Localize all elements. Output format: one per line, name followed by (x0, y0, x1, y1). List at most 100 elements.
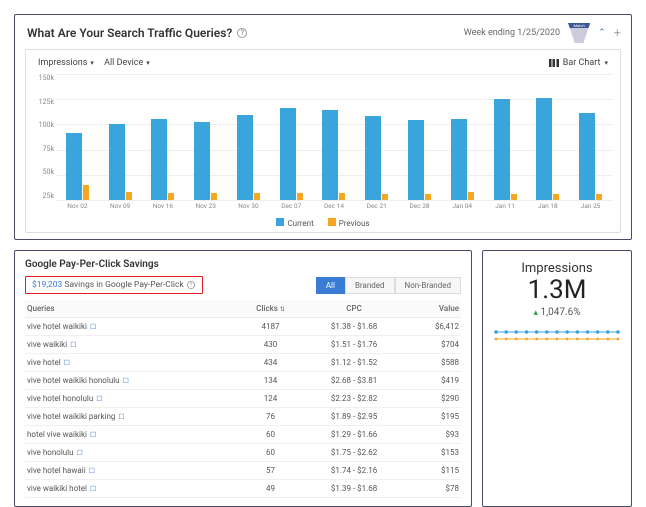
cpc-cell: $2.68 - $3.81 (303, 372, 404, 390)
help-icon[interactable]: ? (187, 281, 195, 289)
bar-current[interactable] (536, 98, 552, 200)
impressions-delta: ▴ 1,047.6% (491, 307, 623, 318)
table-row: vive waikiki hotel☐49$1.39 - $1.68$78 (25, 480, 461, 498)
cpc-cell: $1.74 - $2.16 (303, 462, 404, 480)
table-row: vive hotel☐434$1.12 - $1.52$588 (25, 354, 461, 372)
external-link-icon[interactable]: ☐ (90, 323, 96, 331)
value-cell: $78 (405, 480, 461, 498)
col-value[interactable]: Value (405, 300, 461, 318)
clicks-cell: 57 (238, 462, 304, 480)
bar-group (355, 116, 398, 200)
external-link-icon[interactable]: ☐ (90, 485, 96, 493)
col-cpc[interactable]: CPC (303, 300, 404, 318)
bar-previous[interactable] (468, 192, 474, 200)
bar-previous[interactable] (126, 192, 132, 200)
bars-area (56, 74, 612, 200)
value-cell: $6,412 (405, 318, 461, 336)
bar-previous[interactable] (511, 194, 517, 200)
bar-previous[interactable] (382, 194, 388, 200)
collapse-icon[interactable]: ⌃ (598, 28, 606, 38)
chart-controls: Impressions▾ All Device▾ Bar Chart ▾ (34, 56, 612, 70)
table-row: vive honolulu☐60$1.75 - $2.62$153 (25, 444, 461, 462)
help-icon[interactable]: ? (237, 28, 247, 38)
metric-dropdown[interactable]: Impressions▾ (34, 56, 98, 70)
clicks-cell: 434 (238, 354, 304, 372)
bar-previous[interactable] (254, 193, 260, 200)
bar-current[interactable] (109, 124, 125, 200)
table-row: vive hotel waikiki parking☐76$1.89 - $2.… (25, 408, 461, 426)
chevron-down-icon: ▾ (604, 59, 608, 67)
bar-group (227, 115, 270, 200)
seg-branded[interactable]: Branded (345, 277, 395, 294)
external-link-icon[interactable]: ☐ (118, 413, 124, 421)
col-queries[interactable]: Queries (25, 300, 238, 318)
bar-current[interactable] (408, 120, 424, 200)
add-icon[interactable]: + (614, 26, 621, 41)
bar-chart-icon (549, 59, 559, 67)
bar-previous[interactable] (168, 193, 174, 200)
seg-nonbranded[interactable]: Non-Branded (395, 277, 461, 294)
bar-previous[interactable] (339, 193, 345, 200)
impressions-card: Impressions 1.3M ▴ 1,047.6% (482, 250, 632, 507)
value-cell: $588 (405, 354, 461, 372)
query-cell: vive waikiki☐ (25, 336, 238, 354)
bar-group (398, 120, 441, 200)
query-cell: vive hotel waikiki honolulu☐ (25, 372, 238, 390)
chart-inner: Impressions▾ All Device▾ Bar Chart ▾ 150… (25, 49, 621, 233)
impressions-sparkline (491, 326, 623, 344)
bar-group (99, 124, 142, 200)
value-cell: $419 (405, 372, 461, 390)
bar-current[interactable] (451, 119, 467, 200)
external-link-icon[interactable]: ☐ (64, 359, 70, 367)
clicks-cell: 76 (238, 408, 304, 426)
external-link-icon[interactable]: ☐ (123, 377, 129, 385)
ppc-savings-card: Google Pay-Per-Click Savings $19,203 Sav… (14, 250, 472, 507)
chart-legend: Current Previous (34, 218, 612, 228)
bar-current[interactable] (579, 113, 595, 200)
value-cell: $290 (405, 390, 461, 408)
chart-type-dropdown[interactable]: Bar Chart ▾ (545, 56, 612, 70)
sort-desc-icon: ⇅ (280, 306, 285, 313)
bar-current[interactable] (66, 133, 82, 200)
external-link-icon[interactable]: ☐ (77, 449, 83, 457)
bar-current[interactable] (494, 99, 510, 200)
bar-previous[interactable] (596, 194, 602, 200)
bar-previous[interactable] (425, 194, 431, 200)
cpc-cell: $1.29 - $1.66 (303, 426, 404, 444)
savings-amount: $19,203 (32, 280, 62, 290)
bar-group (313, 110, 356, 200)
value-cell: $93 (405, 426, 461, 444)
clicks-cell: 124 (238, 390, 304, 408)
bar-previous[interactable] (83, 185, 89, 200)
query-cell: hotel vive waikiki☐ (25, 426, 238, 444)
bar-previous[interactable] (211, 193, 217, 200)
bar-current[interactable] (280, 108, 296, 200)
bar-current[interactable] (194, 122, 210, 200)
external-link-icon[interactable]: ☐ (89, 467, 95, 475)
query-cell: vive hotel hawaii☐ (25, 462, 238, 480)
external-link-icon[interactable]: ☐ (70, 341, 76, 349)
device-dropdown[interactable]: All Device▾ (100, 56, 154, 70)
query-cell: vive hotel☐ (25, 354, 238, 372)
table-row: vive hotel waikiki☐4187$1.38 - $1.68$6,4… (25, 318, 461, 336)
clicks-cell: 134 (238, 372, 304, 390)
bar-current[interactable] (151, 119, 167, 200)
funnel-icon[interactable]: Match (568, 23, 590, 43)
bar-previous[interactable] (297, 193, 303, 200)
bar-previous[interactable] (553, 194, 559, 200)
impressions-label: Impressions (491, 261, 623, 276)
bar-current[interactable] (237, 115, 253, 200)
external-link-icon[interactable]: ☐ (90, 431, 96, 439)
bar-group (270, 108, 313, 200)
col-clicks[interactable]: Clicks ⇅ (238, 300, 304, 318)
bar-current[interactable] (365, 116, 381, 200)
chevron-down-icon: ▾ (90, 59, 94, 67)
seg-all[interactable]: All (316, 277, 345, 294)
bar-current[interactable] (322, 110, 338, 200)
bar-group (184, 122, 227, 200)
value-cell: $704 (405, 336, 461, 354)
table-row: vive hotel waikiki honolulu☐134$2.68 - $… (25, 372, 461, 390)
bar-group (526, 98, 569, 200)
external-link-icon[interactable]: ☐ (96, 395, 102, 403)
impressions-value: 1.3M (491, 276, 623, 305)
